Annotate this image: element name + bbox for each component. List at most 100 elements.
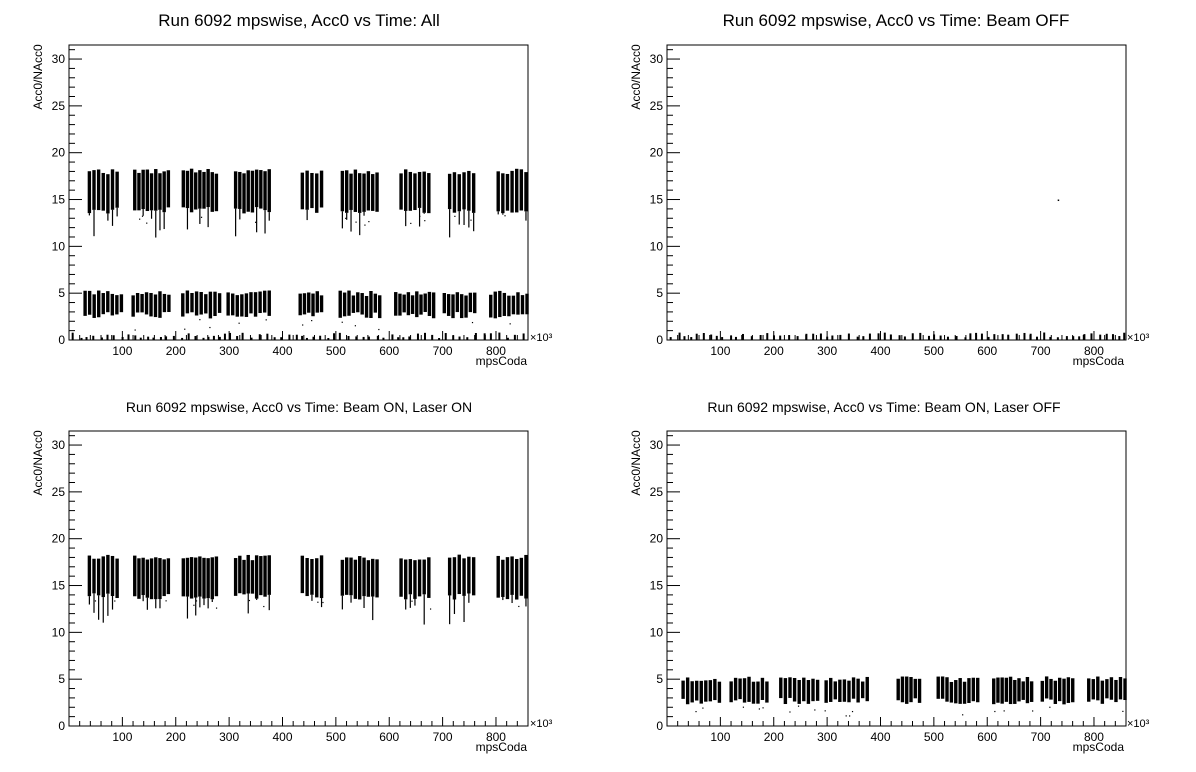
data-point bbox=[851, 677, 856, 699]
data-point bbox=[402, 294, 406, 313]
data-point bbox=[868, 333, 871, 340]
data-point bbox=[1013, 679, 1017, 704]
data-point bbox=[263, 171, 267, 211]
data-point bbox=[1029, 333, 1032, 340]
y-tick-label: 15 bbox=[52, 579, 66, 593]
data-point bbox=[212, 335, 215, 340]
data-point bbox=[525, 293, 529, 315]
data-point bbox=[949, 681, 954, 703]
data-point-group bbox=[394, 291, 436, 319]
data-point bbox=[962, 714, 964, 716]
data-point bbox=[97, 290, 101, 318]
data-point bbox=[462, 172, 466, 210]
data-point bbox=[248, 599, 251, 602]
data-point bbox=[1049, 706, 1051, 708]
data-point bbox=[1105, 333, 1108, 340]
x-tick-label: 700 bbox=[433, 730, 453, 744]
data-point bbox=[406, 292, 411, 316]
data-point bbox=[1007, 334, 1010, 340]
data-point bbox=[211, 599, 213, 602]
y-axis-label: Acc0/NAcc0 bbox=[629, 44, 643, 110]
data-point bbox=[1099, 334, 1102, 340]
data-point bbox=[900, 676, 905, 703]
data-point bbox=[98, 595, 100, 620]
data-point bbox=[429, 608, 432, 610]
data-point bbox=[1105, 679, 1109, 699]
data-point bbox=[267, 169, 271, 213]
x-tick-label: 300 bbox=[817, 344, 837, 358]
data-point bbox=[101, 556, 105, 598]
data-point bbox=[1023, 332, 1026, 340]
data-point bbox=[1056, 337, 1059, 340]
data-point bbox=[760, 677, 765, 700]
data-point bbox=[505, 173, 510, 211]
data-point bbox=[856, 678, 860, 703]
data-point bbox=[194, 557, 198, 598]
data-point-group bbox=[181, 168, 219, 230]
data-point bbox=[967, 678, 971, 703]
data-point bbox=[229, 332, 232, 340]
data-point-group bbox=[824, 676, 869, 717]
data-point bbox=[273, 337, 276, 340]
data-point bbox=[1044, 676, 1049, 699]
data-point bbox=[936, 676, 940, 699]
data-point-group bbox=[71, 332, 525, 340]
data-point bbox=[405, 599, 407, 610]
x-exponent-label: ×10³ bbox=[530, 718, 553, 730]
data-point bbox=[327, 337, 330, 340]
data-point bbox=[345, 557, 349, 595]
data-point bbox=[501, 173, 505, 214]
data-point bbox=[520, 295, 525, 315]
data-point bbox=[772, 335, 775, 340]
y-tick-label: 10 bbox=[650, 239, 664, 253]
y-tick-label: 30 bbox=[650, 438, 664, 452]
data-point bbox=[496, 171, 500, 212]
data-point-group bbox=[447, 554, 476, 625]
data-point bbox=[208, 291, 213, 319]
data-point bbox=[462, 558, 466, 596]
chart-panel-beam-off: Run 6092 mpswise, Acc0 vs Time: Beam OFF… bbox=[629, 11, 1150, 368]
data-point bbox=[301, 335, 304, 340]
data-point bbox=[268, 212, 270, 221]
data-point bbox=[242, 559, 246, 595]
data-point bbox=[410, 295, 415, 314]
data-point bbox=[350, 209, 352, 232]
data-point bbox=[519, 557, 524, 596]
data-point bbox=[315, 291, 319, 313]
data-point bbox=[493, 291, 497, 319]
data-point bbox=[362, 336, 365, 340]
data-point bbox=[994, 710, 996, 713]
data-point bbox=[255, 221, 257, 223]
data-point bbox=[93, 209, 95, 237]
data-point bbox=[459, 294, 464, 319]
data-point bbox=[362, 173, 366, 212]
chart-title: Run 6092 mpswise, Acc0 vs Time: All bbox=[158, 11, 440, 30]
data-point bbox=[1118, 677, 1123, 700]
data-point bbox=[166, 170, 171, 208]
data-point bbox=[319, 295, 324, 313]
data-point bbox=[502, 213, 504, 215]
data-point bbox=[172, 335, 175, 340]
x-tick-label: 200 bbox=[764, 730, 784, 744]
data-point bbox=[1021, 681, 1025, 700]
data-point bbox=[969, 333, 972, 340]
data-point bbox=[417, 559, 422, 597]
data-point bbox=[288, 334, 291, 340]
data-point bbox=[317, 601, 319, 603]
data-point bbox=[690, 337, 693, 340]
data-point bbox=[747, 676, 751, 702]
data-point bbox=[333, 333, 336, 340]
y-tick-label: 5 bbox=[58, 672, 65, 686]
data-point bbox=[185, 170, 190, 209]
x-exponent-label: ×10³ bbox=[1127, 718, 1150, 730]
x-tick-label: 100 bbox=[112, 730, 132, 744]
data-point bbox=[524, 172, 528, 212]
data-point bbox=[851, 710, 854, 713]
data-point bbox=[766, 333, 769, 340]
data-point bbox=[345, 170, 349, 213]
data-point bbox=[193, 604, 195, 606]
x-tick-label: 100 bbox=[710, 344, 730, 358]
data-point bbox=[115, 558, 119, 599]
data-point bbox=[413, 173, 417, 211]
data-point bbox=[358, 173, 362, 213]
